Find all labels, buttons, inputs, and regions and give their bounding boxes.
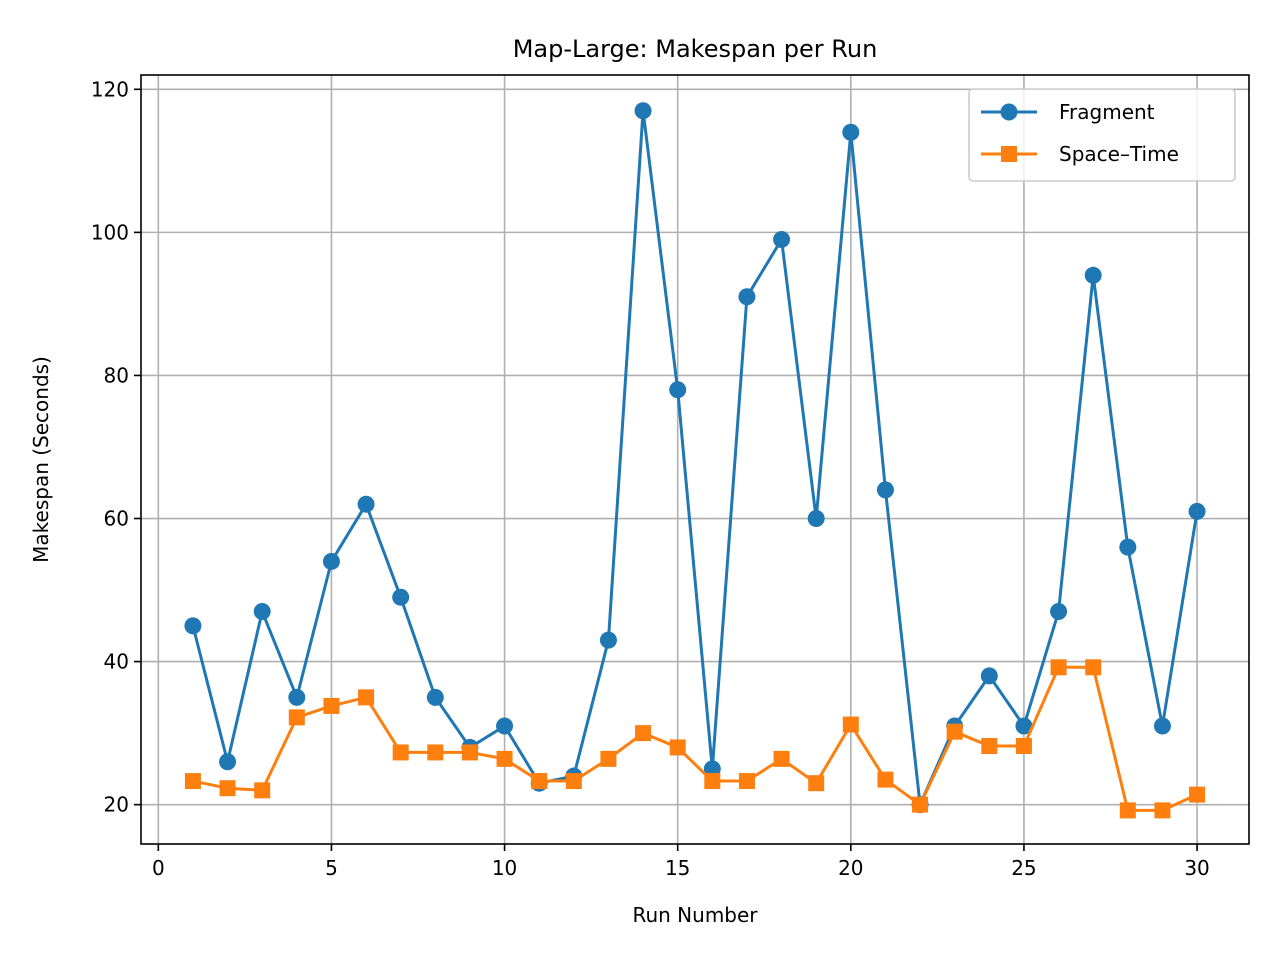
x-tick-label: 5 — [325, 856, 338, 880]
x-tick-label: 30 — [1184, 856, 1209, 880]
data-point — [288, 709, 305, 726]
data-point — [184, 617, 202, 635]
y-tick-label: 100 — [91, 220, 129, 244]
y-tick-label: 60 — [104, 507, 129, 531]
data-point — [1119, 538, 1137, 556]
data-point — [600, 750, 617, 767]
data-point — [253, 603, 271, 621]
data-point — [323, 697, 340, 714]
data-point — [669, 739, 686, 756]
series-1 — [184, 659, 1206, 819]
x-tick-label: 25 — [1011, 856, 1036, 880]
axis-ticks: 0 5 10 15 20 25 30 20 40 60 80 100 120 — [91, 77, 1210, 880]
legend-label: Fragment — [1059, 100, 1155, 124]
data-point — [842, 123, 860, 141]
data-point — [1050, 659, 1067, 676]
data-point — [1153, 717, 1171, 735]
data-point — [496, 717, 514, 735]
data-point — [288, 688, 306, 706]
x-axis-label: Run Number — [632, 903, 758, 927]
data-point — [669, 381, 687, 399]
data-point — [357, 495, 375, 513]
data-point — [1085, 659, 1102, 676]
data-point — [1050, 603, 1068, 621]
y-tick-label: 40 — [104, 650, 129, 674]
y-axis-label: Makespan (Seconds) — [29, 356, 53, 563]
legend-label: Space–Time — [1059, 142, 1179, 166]
data-point — [980, 667, 998, 685]
legend-marker — [1000, 103, 1018, 121]
data-point — [565, 773, 582, 790]
data-point — [773, 750, 790, 767]
legend: Fragment Space–Time — [968, 88, 1236, 182]
data-point — [1015, 737, 1032, 754]
data-point — [531, 773, 548, 790]
data-point — [808, 775, 825, 792]
data-point — [1188, 502, 1206, 520]
data-point — [912, 796, 929, 813]
data-point — [496, 750, 513, 767]
data-point — [877, 771, 894, 788]
x-tick-label: 10 — [492, 856, 517, 880]
data-point — [1119, 802, 1136, 819]
data-point — [1084, 266, 1102, 284]
y-tick-label: 20 — [104, 793, 129, 817]
data-point — [322, 552, 340, 570]
data-point — [842, 716, 859, 733]
series-0 — [184, 102, 1206, 814]
data-point — [807, 510, 825, 528]
data-point — [946, 723, 963, 740]
data-point — [981, 737, 998, 754]
data-point — [427, 744, 444, 761]
x-tick-label: 15 — [665, 856, 690, 880]
chart-title: Map-Large: Makespan per Run — [513, 35, 878, 63]
data-point — [358, 689, 375, 706]
data-point — [738, 288, 756, 306]
data-point — [461, 744, 478, 761]
grid — [141, 75, 1249, 844]
series-layer — [184, 102, 1206, 819]
data-point — [738, 773, 755, 790]
data-point — [704, 773, 721, 790]
data-point — [1154, 802, 1171, 819]
data-point — [773, 231, 791, 249]
data-point — [219, 780, 236, 797]
data-point — [426, 688, 444, 706]
data-point — [1015, 717, 1033, 735]
series-line — [191, 109, 1199, 807]
data-point — [635, 725, 652, 742]
x-tick-label: 0 — [152, 856, 165, 880]
data-point — [254, 782, 271, 799]
data-point — [392, 588, 410, 606]
legend-marker — [1001, 146, 1017, 162]
data-point — [876, 481, 894, 499]
data-point — [184, 773, 201, 790]
y-tick-label: 120 — [91, 77, 129, 101]
x-tick-label: 20 — [838, 856, 863, 880]
data-point — [219, 753, 237, 771]
y-tick-label: 80 — [104, 363, 129, 387]
plot-frame — [140, 74, 1250, 845]
data-point — [1189, 786, 1206, 803]
data-point — [599, 631, 617, 649]
data-point — [634, 102, 652, 120]
data-point — [392, 744, 409, 761]
